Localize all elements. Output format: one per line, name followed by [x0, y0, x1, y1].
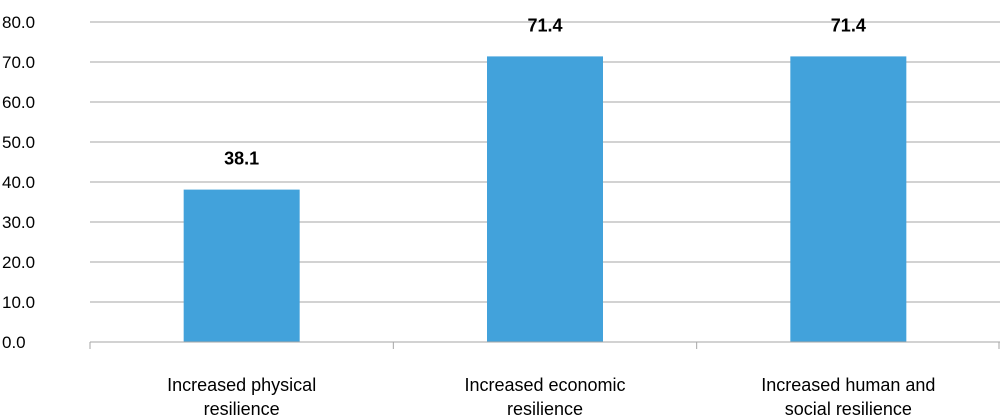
x-tick-label: resilience — [204, 399, 280, 419]
y-axis-tick-labels: 0.0 10.0 20.0 30.0 40.0 50.0 60.0 70.0 80.0 — [2, 13, 35, 352]
data-label: 71.4 — [527, 15, 562, 35]
data-labels: 38.1 71.4 71.4 — [224, 15, 866, 168]
bars — [183, 56, 907, 343]
y-tick-label: 30.0 — [2, 213, 35, 232]
x-tick-label: Increased economic — [464, 375, 625, 395]
y-tick-label: 70.0 — [2, 53, 35, 72]
bar — [183, 189, 300, 342]
x-tick-label: social resilience — [785, 399, 912, 419]
y-tick-label: 50.0 — [2, 133, 35, 152]
data-label: 38.1 — [224, 149, 259, 169]
y-tick-label: 80.0 — [2, 13, 35, 32]
y-tick-label: 60.0 — [2, 93, 35, 112]
y-tick-label: 10.0 — [2, 293, 35, 312]
bar — [487, 56, 603, 343]
x-tick-label: resilience — [507, 399, 583, 419]
x-axis — [89, 341, 1000, 349]
y-tick-label: 20.0 — [2, 253, 35, 272]
y-tick-label: 0.0 — [2, 333, 26, 352]
bar — [790, 56, 907, 343]
data-label: 71.4 — [831, 15, 866, 35]
x-axis-category-labels: Increased physical resilience Increased ec… — [167, 375, 935, 419]
x-tick-label: Increased physical — [167, 375, 316, 395]
x-tick-label: Increased human and — [761, 375, 935, 395]
y-tick-label: 40.0 — [2, 173, 35, 192]
